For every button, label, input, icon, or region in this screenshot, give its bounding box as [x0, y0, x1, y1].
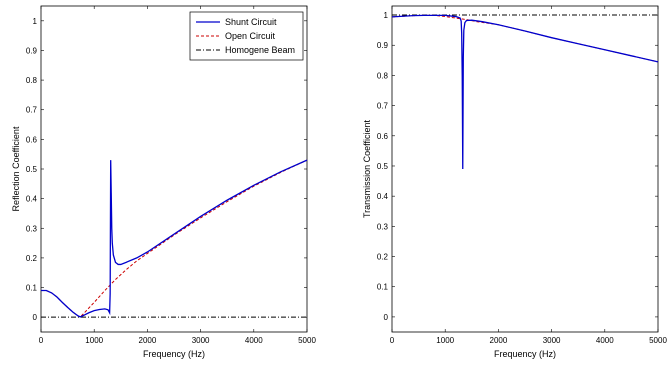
- y-axis-label: Transmission Coefficient: [362, 119, 372, 218]
- legend-label-shunt: Shunt Circuit: [225, 17, 277, 27]
- x-tick-label: 2000: [139, 336, 157, 345]
- y-tick-label: 0.3: [377, 222, 389, 231]
- x-tick-label: 1000: [436, 336, 454, 345]
- x-tick-label: 3000: [543, 336, 561, 345]
- x-tick-label: 2000: [490, 336, 508, 345]
- x-tick-label: 0: [39, 336, 44, 345]
- transmission-chart: 0 1000 2000 3000 4000 5000 0 0.1 0.2 0.3 0.4 0.5 0.6…: [362, 5, 667, 359]
- x-tick-label: 5000: [298, 336, 316, 345]
- y-tick-label: 0: [33, 313, 38, 322]
- y-tick-label: 0.9: [377, 41, 389, 50]
- x-axis-label: Frequency (Hz): [143, 349, 205, 359]
- x-tick-label: 3000: [192, 336, 210, 345]
- x-tick-label: 5000: [649, 336, 667, 345]
- x-tick-label: 4000: [596, 336, 614, 345]
- legend: Shunt Circuit Open Circuit Homogene Beam: [189, 11, 304, 61]
- y-tick-label: 0: [384, 313, 389, 322]
- y-tick-label: 0.6: [377, 132, 389, 141]
- x-tick-label: 0: [390, 336, 395, 345]
- series-line-0: [391, 14, 659, 170]
- y-tick-label: 0.7: [26, 106, 38, 115]
- y-tick-label: 0.4: [26, 195, 38, 204]
- y-tick-label: 0.3: [26, 224, 38, 233]
- plot-area: [391, 5, 659, 333]
- y-tick-label: 0.2: [377, 253, 389, 262]
- x-axis-label: Frequency (Hz): [494, 349, 556, 359]
- y-tick-label: 1: [384, 11, 389, 20]
- legend-label-open: Open Circuit: [225, 31, 276, 41]
- legend-label-homogene: Homogene Beam: [225, 45, 295, 55]
- y-tick-label: 1: [33, 17, 38, 26]
- series-line-0: [41, 159, 308, 318]
- y-tick-label: 0.5: [377, 162, 389, 171]
- y-tick-label: 0.4: [377, 192, 389, 201]
- y-tick-label: 0.8: [26, 76, 38, 85]
- y-tick-label: 0.6: [26, 135, 38, 144]
- y-tick-label: 0.1: [377, 283, 389, 292]
- x-tick-label: 1000: [85, 336, 103, 345]
- y-tick-label: 0.7: [377, 102, 389, 111]
- y-tick-label: 0.1: [26, 284, 38, 293]
- y-tick-label: 0.8: [377, 71, 389, 80]
- reflection-chart: 0 1000 2000 3000 4000 5000 0 0.1 0.2 0.3 0.4 0.5 0.6…: [11, 5, 316, 359]
- y-tick-label: 0.9: [26, 46, 38, 55]
- y-tick-label: 0.2: [26, 254, 38, 263]
- x-tick-label: 4000: [245, 336, 263, 345]
- y-axis-label: Reflection Coefficient: [11, 126, 21, 211]
- y-tick-label: 0.5: [26, 165, 38, 174]
